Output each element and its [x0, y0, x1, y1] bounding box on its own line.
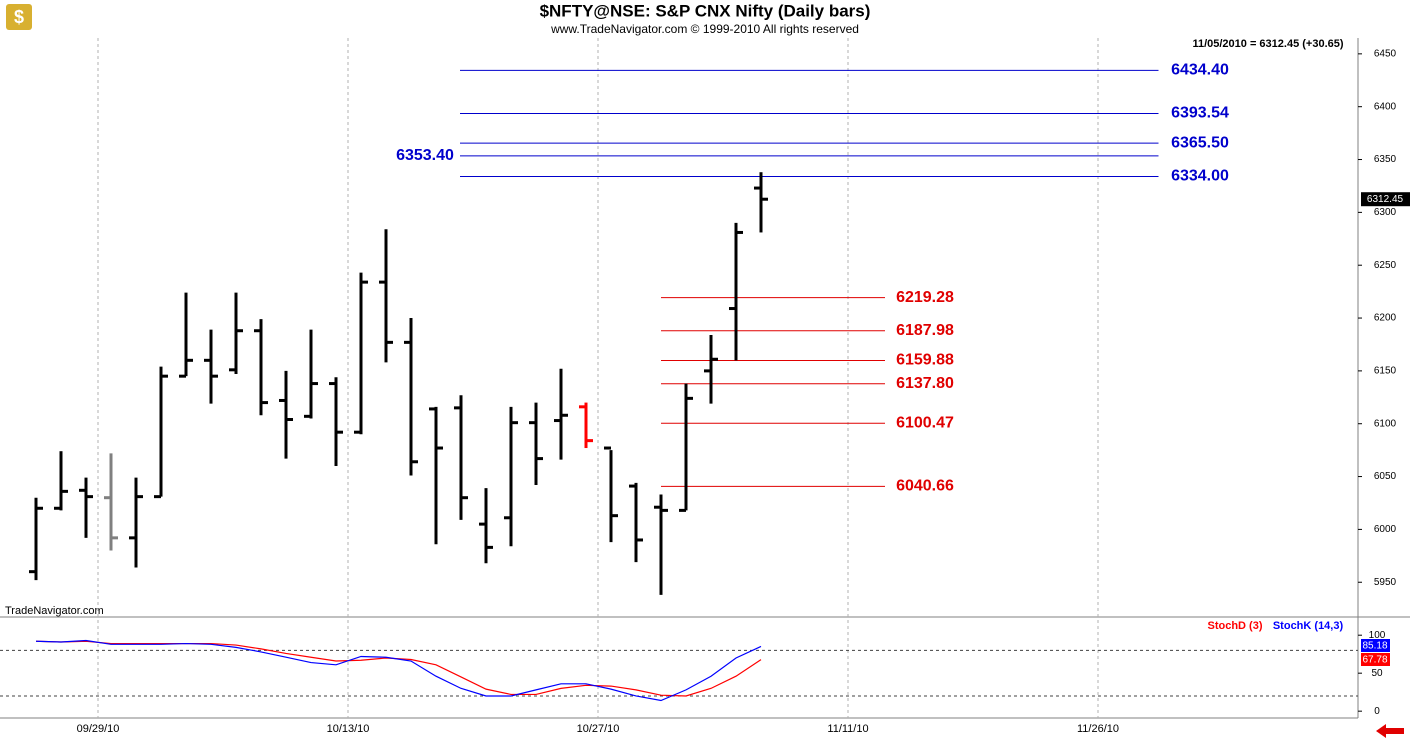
y-tick-label: 6150: [1374, 366, 1397, 377]
level-label: 6353.40: [396, 147, 454, 164]
stoch-line: [35, 639, 762, 702]
y-tick-label: 6200: [1374, 313, 1397, 324]
svg-text:$: $: [14, 7, 24, 27]
level-label: 6100.47: [896, 414, 954, 431]
level-label: 6219.28: [896, 289, 954, 306]
logo: $: [6, 4, 32, 30]
value-label: 67.78: [1362, 655, 1387, 666]
y-tick-label: 6250: [1374, 260, 1397, 271]
y-tick-label: 6450: [1374, 48, 1397, 59]
level-label: 6040.66: [896, 478, 954, 495]
y-tick-label: 100: [1369, 630, 1386, 641]
annotation: 11/05/2010 = 6312.45 (+30.65): [1192, 38, 1343, 50]
value-box: [1361, 653, 1390, 666]
level-label: 6434.40: [1171, 62, 1229, 79]
x-tick-label: 10/13/10: [327, 723, 370, 735]
y-tick-label: 50: [1371, 668, 1383, 679]
level-label: 6137.80: [896, 375, 954, 392]
last-price-label: 6312.45: [1367, 194, 1404, 205]
x-tick-label: 10/27/10: [577, 723, 620, 735]
level-label: 6365.50: [1171, 134, 1229, 151]
scroll-arrow[interactable]: [1376, 724, 1404, 738]
chart-title: $NFTY@NSE: S&P CNX Nifty (Daily bars): [540, 1, 871, 20]
y-tick-label: 6050: [1374, 471, 1397, 482]
legend-label: StochK (14,3): [1273, 620, 1344, 632]
level-label: 6187.98: [896, 322, 954, 339]
level-label: 6393.54: [1171, 105, 1229, 122]
x-tick-label: 11/11/10: [827, 723, 868, 735]
value-box: [1361, 639, 1390, 652]
level-label: 6159.88: [896, 352, 954, 369]
y-tick-label: 5950: [1374, 577, 1397, 588]
y-tick-label: 6100: [1374, 418, 1397, 429]
y-tick-label: 0: [1374, 706, 1380, 717]
y-tick-label: 6000: [1374, 524, 1397, 535]
last-price-box: [1361, 192, 1410, 207]
x-tick-label: 11/26/10: [1077, 723, 1119, 735]
y-tick-label: 6400: [1374, 101, 1397, 112]
level-label: 6334.00: [1171, 168, 1229, 185]
watermark: TradeNavigator.com: [5, 605, 104, 617]
chart-subtitle: www.TradeNavigator.com © 1999-2010 All r…: [550, 22, 859, 36]
x-tick-label: 09/29/10: [77, 723, 120, 735]
y-tick-label: 6300: [1374, 207, 1397, 218]
legend-label: StochD (3): [1208, 620, 1263, 632]
value-label: 85.18: [1362, 641, 1387, 652]
y-tick-label: 6350: [1374, 154, 1397, 165]
